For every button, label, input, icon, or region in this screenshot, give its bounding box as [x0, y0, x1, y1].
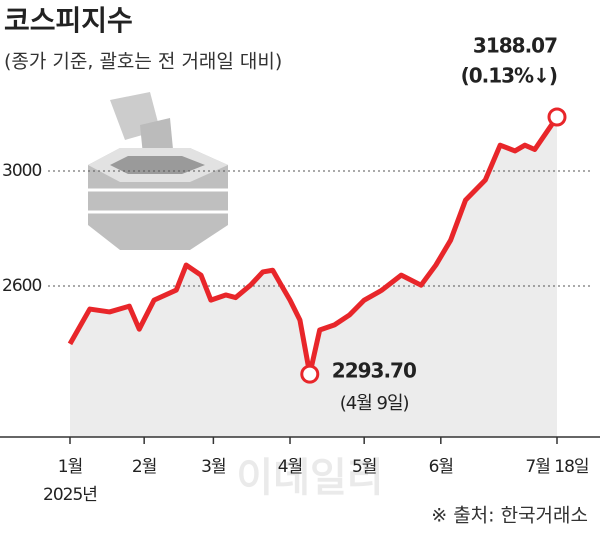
x-tick-label: 6월: [429, 457, 453, 477]
point-marker: [547, 107, 567, 127]
line: [67, 115, 560, 377]
x-tick-label: 3월: [201, 457, 225, 477]
annotation: (0.13%↓): [461, 64, 557, 88]
x-tick-label: 7월 18일: [525, 457, 588, 477]
chart-subtitle: (종가 기준, 괄호는 전 거래일 대비): [4, 51, 282, 73]
area: [70, 116, 557, 438]
value-label: 2293.70: [332, 359, 416, 383]
watermark: 이데일리: [236, 455, 383, 501]
point-marker: [300, 364, 320, 384]
y-tick-label: 2600: [2, 276, 41, 296]
x-tick-label: 1월: [58, 457, 82, 477]
year-label: 2025년: [43, 485, 97, 505]
annotation: (4월 9일): [340, 393, 409, 414]
y-tick-label: 3000: [2, 161, 41, 181]
decor-icon: [88, 92, 228, 250]
x-tick-label: 2월: [132, 457, 156, 477]
chart-title: 코스피지수: [4, 4, 133, 37]
value-label: 3188.07: [473, 34, 557, 58]
x-tick-label: 5월: [352, 457, 376, 477]
x-tick-label: 4월: [278, 457, 302, 477]
source: ※ 출처: 한국거래소: [431, 505, 588, 527]
